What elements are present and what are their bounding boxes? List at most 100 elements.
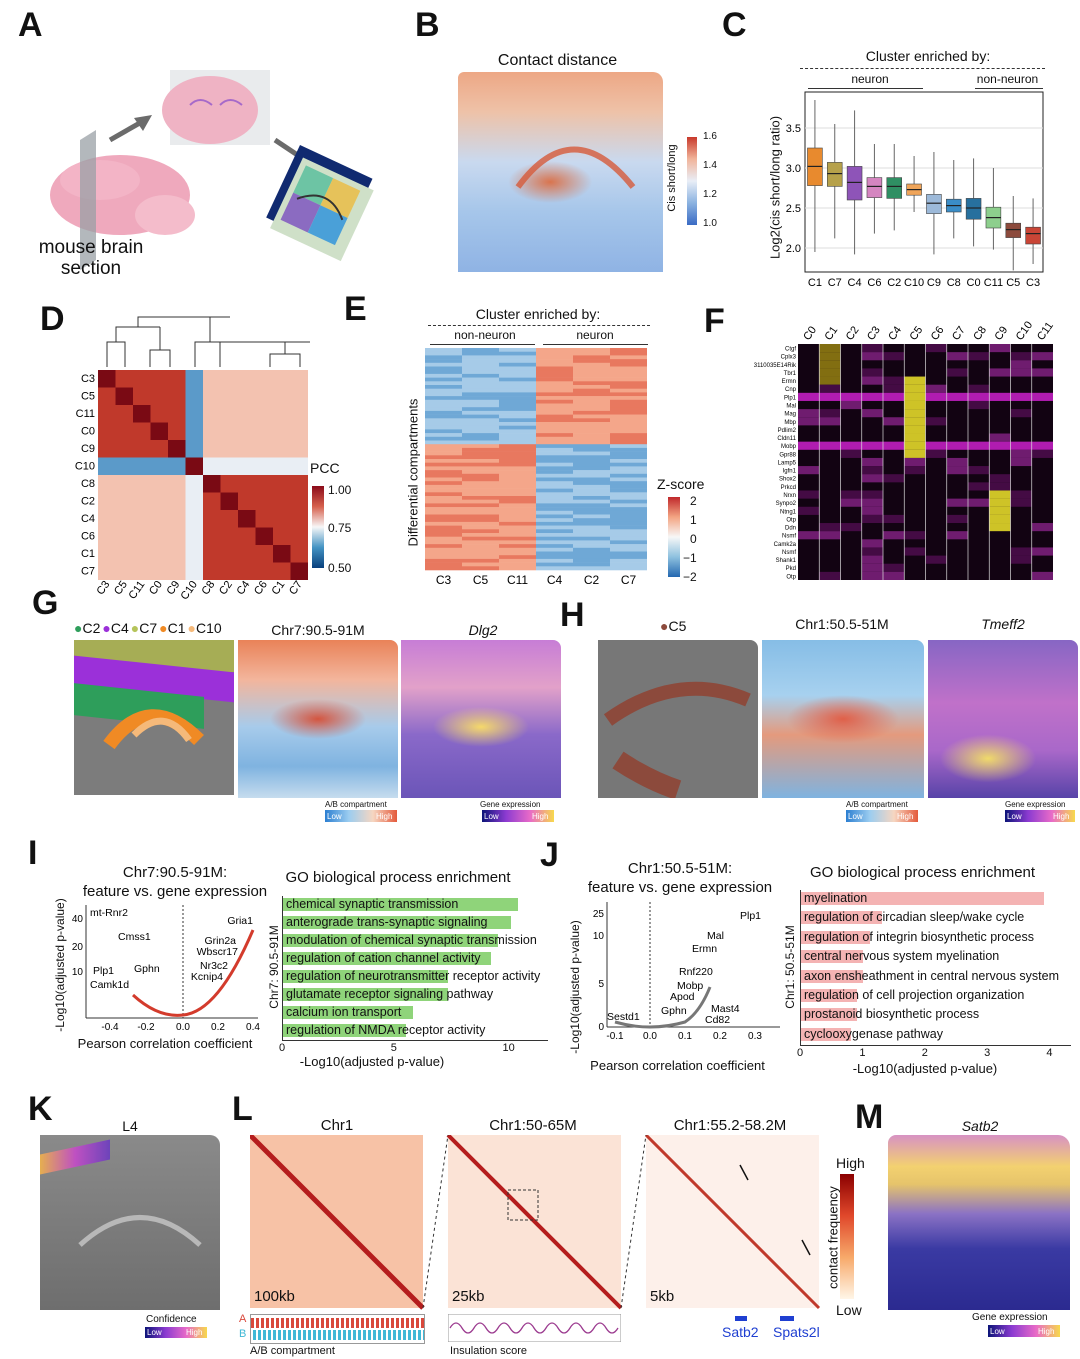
i-volcano-title-2: feature vs. gene expression xyxy=(82,883,268,900)
zscore-cell xyxy=(425,433,462,438)
pcc-cell xyxy=(115,457,133,475)
go-row: regulation of neurotransmitter receptor … xyxy=(283,969,548,984)
gene-cell xyxy=(840,523,862,532)
zscore-cell xyxy=(610,529,647,534)
j-volcano-title-1: Chr1:50.5-51M: xyxy=(627,860,733,877)
zscore-cell xyxy=(610,521,647,526)
panel-label-b: B xyxy=(415,6,440,44)
gene-cell xyxy=(798,531,820,540)
zscore-cell xyxy=(499,447,536,452)
zscore-cell xyxy=(573,503,610,508)
go-bar xyxy=(801,950,864,964)
zscore-cell xyxy=(573,359,610,364)
gene-cell xyxy=(925,449,947,458)
zscore-cell xyxy=(610,484,647,489)
gene-cell xyxy=(989,490,1011,499)
pcc-cell xyxy=(203,370,221,388)
zscore-cell xyxy=(425,429,462,434)
pcc-cell xyxy=(98,370,116,388)
zscore-cell xyxy=(573,351,610,356)
zscore-cell xyxy=(499,381,536,386)
gene-cell xyxy=(925,392,947,401)
zscore-cell xyxy=(499,525,536,530)
pcc-cell xyxy=(220,527,238,545)
coronal-section-icon xyxy=(162,70,270,145)
gene-cell xyxy=(883,384,905,393)
pcc-cell xyxy=(203,405,221,423)
zscore-cell xyxy=(536,425,573,430)
gene-cell xyxy=(989,523,1011,532)
gene-label: Lamp5 xyxy=(778,460,797,466)
zscore-cell xyxy=(499,544,536,549)
zscore-cell xyxy=(536,547,573,552)
zscore-col-label: C3 xyxy=(436,573,452,587)
caption-line-1: mouse brain xyxy=(38,237,144,258)
pcc-cell xyxy=(255,545,273,563)
zscore-cell xyxy=(499,488,536,493)
gene-col-label: C5 xyxy=(908,324,926,342)
zscore-cell xyxy=(499,540,536,545)
zscore-cell xyxy=(499,518,536,523)
gene-cell xyxy=(1010,368,1032,377)
pcc-cell xyxy=(273,370,291,388)
gene-cell xyxy=(861,376,883,385)
go-row: regulation of circadian sleep/wake cycle xyxy=(801,910,1071,925)
zscore-col-label: C2 xyxy=(584,573,600,587)
zscore-cell xyxy=(536,540,573,545)
go-term-label: regulation of NMDA receptor activity xyxy=(286,1023,486,1037)
pcc-col-label: C10 xyxy=(179,579,200,602)
gene-col-label: C4 xyxy=(886,324,904,342)
zscore-cell xyxy=(425,359,462,364)
zscore-cell xyxy=(573,377,610,382)
pcc-cell xyxy=(238,370,256,388)
gene-cell xyxy=(840,441,862,450)
zscore-cell xyxy=(573,385,610,389)
volcano-gene-label: Camk1d xyxy=(90,979,129,991)
g-ge-high: High xyxy=(532,812,549,821)
pcc-cell xyxy=(168,545,186,563)
panel-label-k: K xyxy=(28,1090,53,1128)
e-nonneuron-bracket xyxy=(430,344,535,345)
zscore-cell xyxy=(499,455,536,460)
pcc-cell xyxy=(290,387,308,405)
zscore-cell xyxy=(462,436,499,441)
i-go-xticks: 0 5 10 xyxy=(279,1042,547,1056)
boxplot-xtick-C0: C0 xyxy=(967,277,981,289)
pcc-tick-1: 0.75 xyxy=(328,521,352,535)
l-colorbar xyxy=(840,1174,854,1299)
legend-dot-c5: ● xyxy=(660,618,669,634)
zscore-cell xyxy=(573,544,610,549)
go-bar xyxy=(801,988,858,1002)
pcc-cell xyxy=(185,562,203,580)
gene-cell xyxy=(861,539,883,548)
pcc-cell xyxy=(220,440,238,458)
zscore-cell xyxy=(536,503,573,508)
zscore-cell xyxy=(499,429,536,434)
zscore-cell xyxy=(425,455,462,460)
zscore-cell xyxy=(536,414,573,419)
box-C2 xyxy=(886,177,902,199)
gene-cell xyxy=(861,490,883,499)
volcano-gene-label: mt-Rnr2 xyxy=(90,907,128,919)
gene-cell xyxy=(946,352,968,361)
zscore-cell xyxy=(425,521,462,526)
k-title: L4 xyxy=(122,1118,138,1134)
zscore-cell xyxy=(573,366,610,371)
gene-cell xyxy=(861,441,883,450)
go-term-label: regulation of integrin biosynthetic proc… xyxy=(804,929,1034,944)
pcc-cell xyxy=(168,527,186,545)
zscore-cell xyxy=(610,551,647,556)
zscore-cell xyxy=(462,366,499,371)
go-xtick: 1 xyxy=(859,1047,866,1059)
zscore-col-label: C11 xyxy=(507,573,528,587)
zscore-cell xyxy=(536,529,573,534)
zscore-cell xyxy=(462,499,499,504)
zscore-cell xyxy=(536,533,573,537)
l-colorbar-low: Low xyxy=(836,1302,862,1318)
pcc-cell xyxy=(290,510,308,528)
zscore-cell xyxy=(573,484,610,489)
l-gene-0-mark xyxy=(735,1316,747,1321)
pcc-cell xyxy=(185,545,203,563)
gene-label: Tbr1 xyxy=(784,371,797,377)
zscore-cell xyxy=(573,381,610,386)
